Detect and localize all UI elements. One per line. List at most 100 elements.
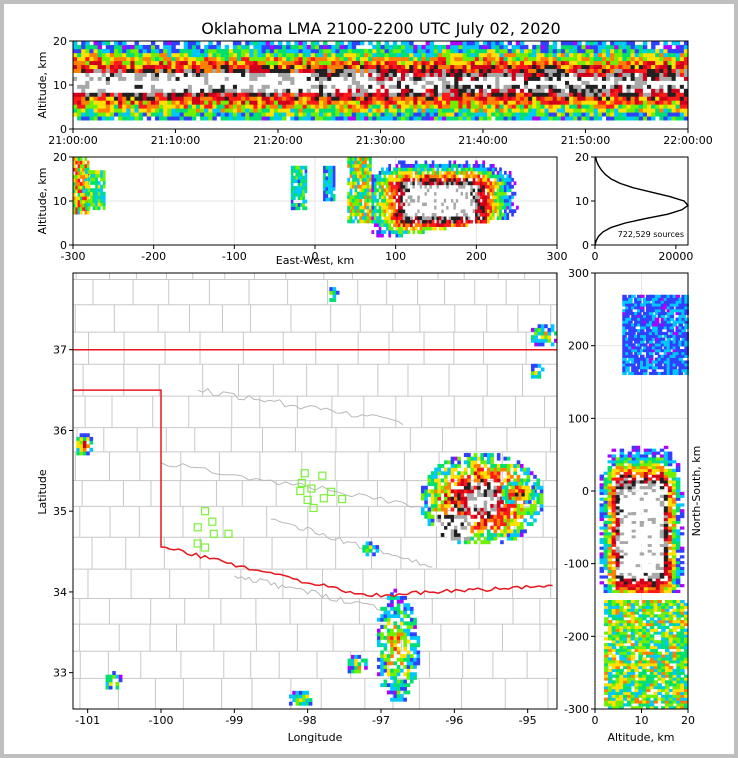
source-cell [683, 48, 689, 54]
source-cell [295, 202, 299, 207]
source-cell [552, 60, 558, 66]
source-cell [410, 212, 413, 217]
source-cell [278, 108, 283, 113]
source-cell [257, 64, 262, 70]
source-cell [130, 48, 135, 54]
source-cell [175, 76, 180, 81]
source-cell [457, 463, 461, 468]
source-cell [89, 96, 94, 101]
source-cell [97, 44, 102, 50]
source-cell [447, 485, 451, 490]
source-cell [501, 191, 505, 196]
source-cell [323, 165, 326, 170]
source-cell [433, 100, 439, 105]
source-cell [478, 68, 484, 73]
source-cell [491, 167, 495, 172]
source-cell [265, 84, 271, 89]
source-cell [354, 181, 358, 186]
source-cell [455, 170, 459, 175]
source-cell [237, 56, 242, 62]
source-cell [269, 60, 275, 66]
source-cell [253, 56, 258, 62]
source-cell [405, 216, 408, 221]
source-cell [443, 198, 447, 203]
source-cell [81, 100, 86, 105]
source-cell [544, 64, 549, 70]
source-cell [420, 493, 425, 497]
source-cell [519, 48, 525, 54]
source-cell [447, 460, 451, 465]
source-cell [409, 60, 414, 66]
source-cell [503, 205, 507, 210]
source-cell [87, 206, 91, 211]
source-cell [467, 167, 471, 172]
source-cell [323, 190, 326, 195]
source-cell [142, 60, 148, 66]
source-cell [486, 540, 491, 545]
source-cell [347, 108, 353, 113]
source-cell [118, 64, 123, 70]
source-cell [419, 184, 423, 189]
source-cell [462, 52, 467, 58]
source-cell [400, 202, 404, 207]
source-cell [339, 92, 344, 97]
source-cell [540, 64, 545, 70]
source-cell [282, 100, 287, 105]
source-cell [422, 202, 425, 207]
source-cell [376, 233, 379, 238]
source-cell [683, 100, 689, 105]
source-cell [540, 84, 545, 89]
source-cell [450, 88, 455, 93]
source-cell [413, 108, 418, 113]
source-cell [573, 64, 578, 70]
source-cell [540, 56, 545, 62]
source-cell [306, 92, 312, 97]
source-cell [84, 210, 88, 215]
source-cell [503, 188, 507, 193]
source-cell [89, 112, 94, 117]
source-cell [360, 116, 365, 121]
source-cell [478, 100, 484, 105]
source-cell [515, 108, 521, 113]
source-cell [355, 76, 361, 81]
source-cell [369, 188, 372, 193]
source-cell [448, 223, 452, 227]
source-cell [356, 195, 360, 200]
source-cell [429, 195, 433, 200]
source-cell [507, 56, 512, 62]
source-cell [421, 88, 426, 93]
source-cell [647, 64, 652, 70]
source-cell [536, 76, 541, 81]
source-cell [73, 196, 76, 201]
source-cell [294, 116, 299, 121]
source-cell [393, 167, 396, 172]
source-cell [647, 76, 652, 81]
east-west-xlabel: East-West, km [276, 254, 354, 267]
source-cell [360, 48, 365, 54]
source-cell [434, 507, 438, 512]
source-cell [298, 108, 303, 113]
source-cell [310, 68, 316, 73]
source-cell [443, 223, 447, 227]
source-cell [475, 202, 478, 207]
source-cell [450, 471, 455, 476]
source-cell [93, 112, 98, 117]
source-cell [532, 72, 537, 77]
source-cell [443, 170, 447, 175]
source-cell [626, 72, 631, 77]
source-cell [482, 219, 486, 224]
source-cell [175, 100, 180, 105]
source-cell [310, 96, 316, 101]
source-cell [458, 40, 463, 46]
source-cell [200, 112, 205, 117]
source-cell [429, 174, 433, 179]
source-cell [487, 191, 490, 196]
source-cell [372, 48, 377, 54]
source-cell [224, 56, 230, 62]
source-cell [630, 60, 635, 66]
source-cell [331, 92, 336, 97]
source-cell [491, 72, 496, 77]
source-cell [261, 76, 266, 81]
source-cell [410, 209, 413, 214]
source-cell [293, 192, 296, 197]
